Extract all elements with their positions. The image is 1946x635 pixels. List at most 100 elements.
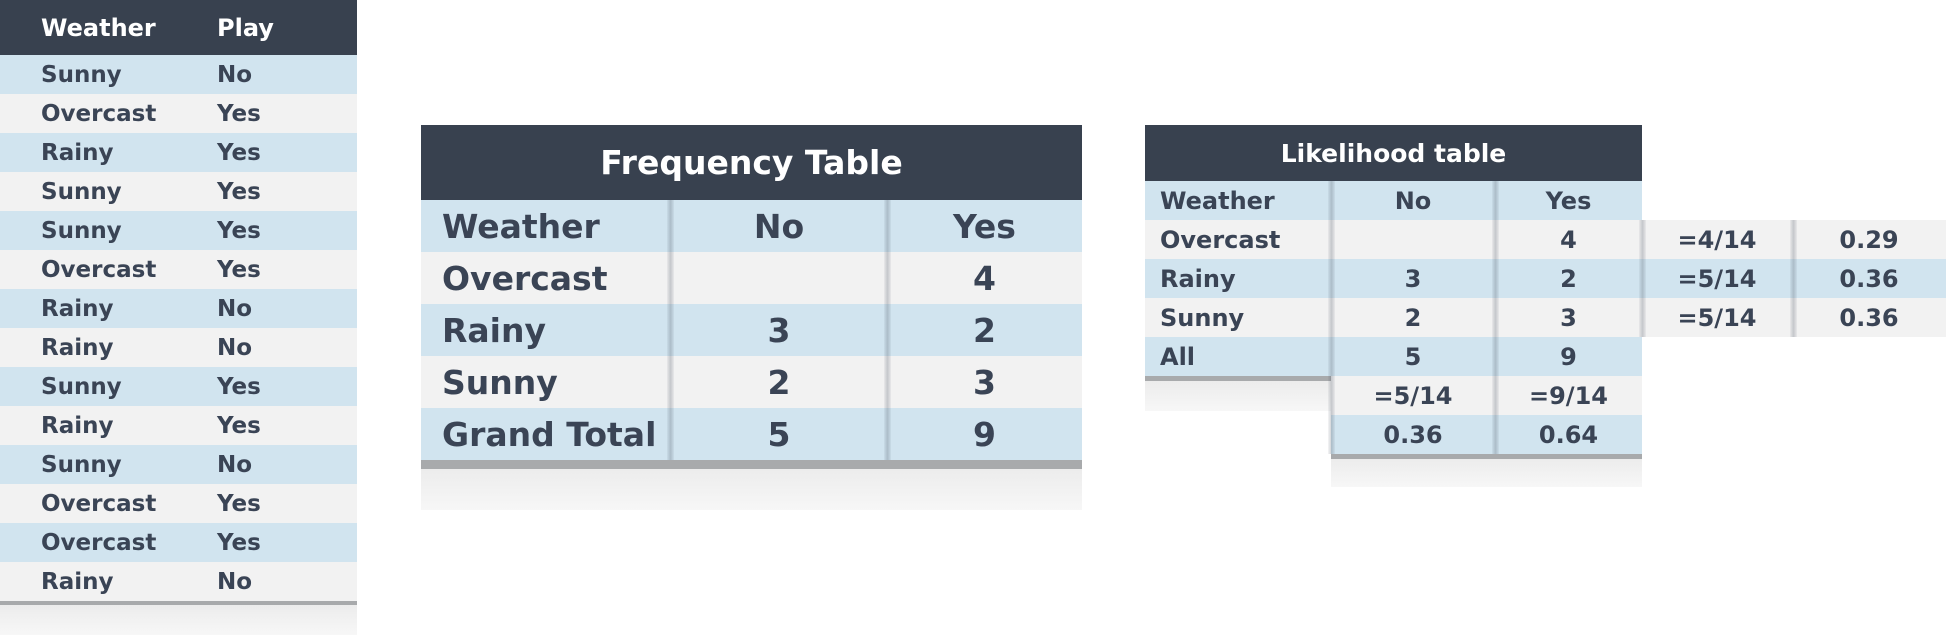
- table-row: Rainy 3 2: [421, 304, 1082, 356]
- frequency-weather-cell: Rainy: [442, 310, 546, 350]
- table-row: Overcast 4: [421, 252, 1082, 304]
- column-divider: [884, 200, 891, 460]
- column-divider: [1492, 181, 1499, 454]
- weather-cell: Sunny: [41, 217, 122, 244]
- weather-cell: Sunny: [41, 61, 122, 88]
- table-row: Sunny 2 3: [1145, 298, 1642, 337]
- table-bottom-strip: [1331, 454, 1642, 459]
- likelihood-header-cell: Weather: [1160, 186, 1275, 215]
- likelihood-no-cell: 3: [1404, 264, 1422, 293]
- table-row: Rainy Yes: [0, 133, 357, 172]
- side-fraction-cell: =5/14: [1677, 264, 1757, 293]
- frequency-header-cell: Weather: [442, 206, 600, 246]
- frequency-table-title-row: Frequency Table: [421, 125, 1082, 200]
- frequency-table-title: Frequency Table: [600, 143, 903, 182]
- side-probability-cell: 0.36: [1839, 264, 1899, 293]
- weather-play-header-cell: Play: [217, 13, 274, 42]
- table-row: Overcast Yes: [0, 523, 357, 562]
- play-cell: Yes: [217, 412, 261, 439]
- play-cell: Yes: [217, 217, 261, 244]
- likelihood-weather-cell: Sunny: [1160, 303, 1245, 332]
- play-cell: Yes: [217, 139, 261, 166]
- weather-cell: Rainy: [41, 295, 114, 322]
- likelihood-table-header-row: Weather No Yes: [1145, 181, 1642, 220]
- extra-yes-cell: =9/14: [1529, 381, 1608, 410]
- likelihood-no-cell: 2: [1404, 303, 1422, 332]
- table-bottom-strip: [0, 600, 357, 605]
- likelihood-yes-cell: 3: [1560, 303, 1577, 332]
- weather-cell: Sunny: [41, 451, 122, 478]
- weather-cell: Rainy: [41, 412, 114, 439]
- side-probability-cell: 0.36: [1839, 303, 1899, 332]
- column-divider: [667, 200, 674, 460]
- table-row: Rainy No: [0, 289, 357, 328]
- table-bottom-strip: [1145, 376, 1331, 381]
- side-probability-cell: 0.29: [1839, 225, 1899, 254]
- weather-play-header-cell: Weather: [41, 13, 156, 42]
- table-row: Rainy 3 2: [1145, 259, 1642, 298]
- table-row: Sunny Yes: [0, 367, 357, 406]
- table-row: Sunny No: [0, 445, 357, 484]
- weather-cell: Rainy: [41, 139, 114, 166]
- likelihood-table-title-row: Likelihood table: [1145, 125, 1642, 181]
- extra-row: 0.36 0.64: [1331, 415, 1642, 454]
- weather-cell: Overcast: [41, 490, 157, 517]
- likelihood-table: Likelihood table Weather No Yes Overcast 4 Ra…: [1145, 125, 1946, 490]
- table-row: Sunny No: [0, 55, 357, 94]
- extra-yes-cell: 0.64: [1538, 420, 1599, 449]
- column-divider: [1328, 181, 1335, 454]
- table-row: All 5 9: [1145, 337, 1642, 376]
- column-divider: [1790, 220, 1797, 337]
- table-bottom-strip: [421, 460, 1082, 469]
- side-row: =4/14 0.29: [1642, 220, 1946, 259]
- extra-no-cell: 0.36: [1383, 420, 1443, 449]
- likelihood-weather-cell: Rainy: [1160, 264, 1236, 293]
- table-row: Overcast 4: [1145, 220, 1642, 259]
- weather-cell: Overcast: [41, 256, 157, 283]
- side-fraction-cell: =5/14: [1677, 303, 1757, 332]
- likelihood-yes-cell: 9: [1560, 342, 1577, 371]
- likelihood-weather-cell: All: [1160, 342, 1196, 371]
- likelihood-no-cell: [1331, 220, 1495, 259]
- table-row: Grand Total 5 9: [421, 408, 1082, 460]
- side-row: =5/14 0.36: [1642, 298, 1946, 337]
- play-cell: No: [217, 451, 253, 478]
- frequency-yes-cell: 3: [973, 362, 996, 402]
- table-row: Sunny 2 3: [421, 356, 1082, 408]
- frequency-header-cell: Yes: [953, 206, 1016, 246]
- likelihood-table-title: Likelihood table: [1280, 138, 1507, 168]
- play-cell: Yes: [217, 373, 261, 400]
- weather-cell: Overcast: [41, 529, 157, 556]
- likelihood-yes-cell: 2: [1560, 264, 1577, 293]
- weather-cell: Overcast: [41, 100, 157, 127]
- play-cell: No: [217, 568, 253, 595]
- likelihood-yes-cell: 4: [1560, 225, 1577, 254]
- play-cell: No: [217, 295, 253, 322]
- table-row: Rainy No: [0, 328, 357, 367]
- frequency-table: Frequency Table Weather No Yes Overcast 4 Rai…: [421, 125, 1082, 510]
- table-row: Sunny Yes: [0, 211, 357, 250]
- frequency-no-cell: 5: [767, 414, 791, 454]
- weather-play-header-row: Weather Play: [0, 0, 357, 55]
- frequency-no-cell: [671, 252, 887, 304]
- table-shadow: [1145, 381, 1331, 411]
- extra-no-cell: =5/14: [1373, 381, 1453, 410]
- play-cell: No: [217, 334, 253, 361]
- table-row: Overcast Yes: [0, 484, 357, 523]
- weather-cell: Sunny: [41, 373, 122, 400]
- play-cell: Yes: [217, 490, 261, 517]
- table-shadow: [0, 605, 357, 635]
- weather-cell: Rainy: [41, 334, 114, 361]
- play-cell: Yes: [217, 178, 261, 205]
- table-shadow: [421, 469, 1082, 510]
- likelihood-header-cell: No: [1394, 186, 1432, 215]
- frequency-table-header-row: Weather No Yes: [421, 200, 1082, 252]
- frequency-weather-cell: Overcast: [442, 258, 608, 298]
- likelihood-weather-cell: Overcast: [1160, 225, 1281, 254]
- weather-cell: Sunny: [41, 178, 122, 205]
- table-row: Rainy No: [0, 562, 357, 601]
- table-row: Overcast Yes: [0, 94, 357, 133]
- frequency-header-cell: No: [753, 206, 805, 246]
- frequency-weather-cell: Grand Total: [442, 414, 657, 454]
- likelihood-no-cell: 5: [1404, 342, 1422, 371]
